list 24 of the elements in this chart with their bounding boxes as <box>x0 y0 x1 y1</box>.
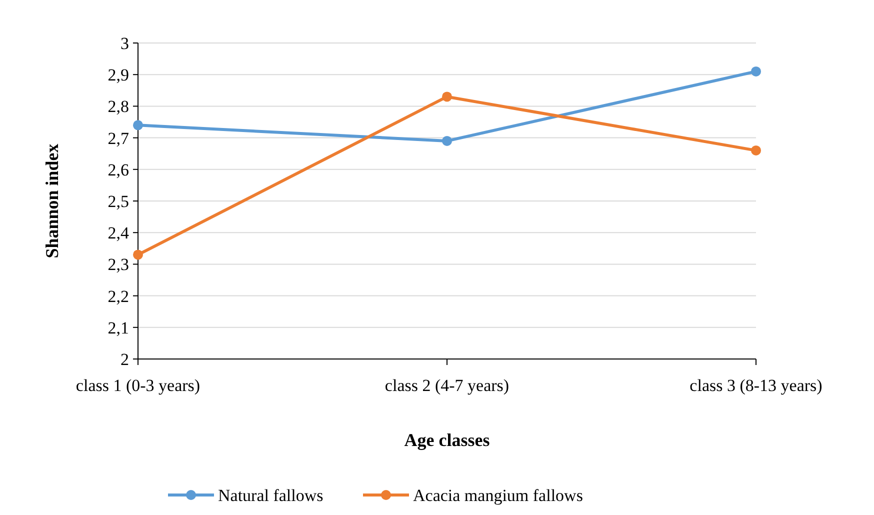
y-tick-label: 2,3 <box>108 255 129 274</box>
y-axis-title: Shannon index <box>42 144 62 258</box>
y-tick-label: 2 <box>120 350 129 369</box>
y-tick-label: 2,6 <box>108 160 129 180</box>
x-tick-label: class 1 (0-3 years) <box>76 376 200 395</box>
point <box>442 92 452 102</box>
point <box>133 120 143 130</box>
y-tick-label: 2,5 <box>108 192 129 211</box>
point <box>442 136 452 146</box>
point <box>133 250 143 260</box>
legend-label: Acacia mangium fallows <box>413 486 583 505</box>
y-tick-label: 2,7 <box>108 128 130 148</box>
y-tick-label: 2,9 <box>108 66 129 85</box>
y-tick-label: 2,1 <box>108 318 129 338</box>
x-tick-label: class 2 (4-7 years) <box>384 376 510 395</box>
y-tick-label: 2,8 <box>108 97 129 116</box>
point <box>751 145 761 156</box>
x-tick-label: class 3 (8-13 years) <box>690 376 822 395</box>
y-tick-label: 2,4 <box>108 224 130 243</box>
point <box>751 66 761 76</box>
x-axis-title: Age classes <box>404 430 490 450</box>
y-tick-label: 3 <box>120 34 129 53</box>
legend-label: Natural fallows <box>218 486 324 505</box>
y-tick-label: 2,2 <box>108 286 129 306</box>
